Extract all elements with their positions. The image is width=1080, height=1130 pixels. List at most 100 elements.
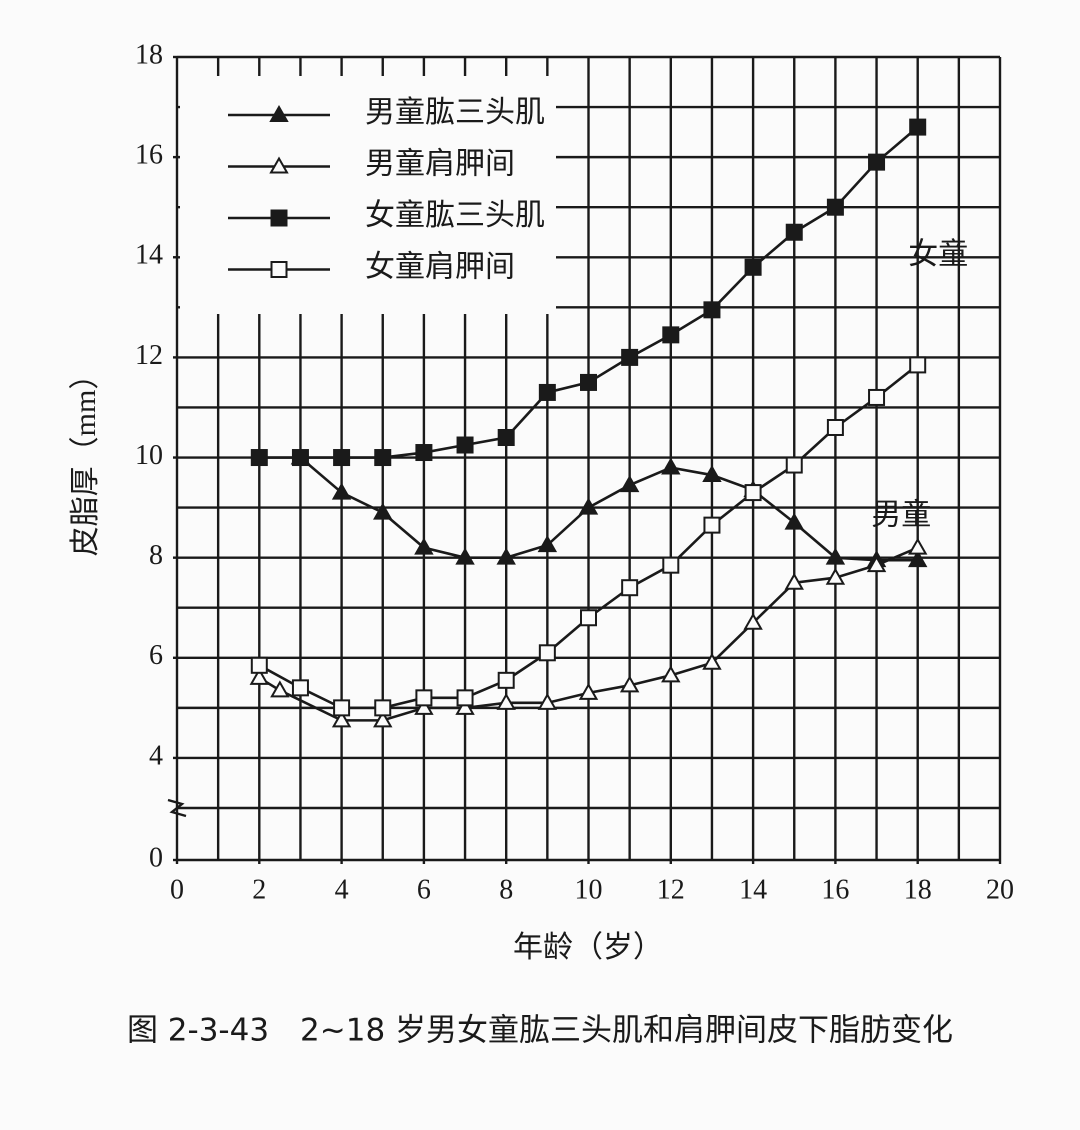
marker: [785, 223, 803, 241]
marker: [868, 153, 886, 171]
marker: [868, 388, 886, 406]
legend-label: 男童肩胛间: [365, 147, 515, 180]
marker: [538, 644, 556, 662]
marker: [907, 550, 928, 568]
marker: [825, 547, 846, 565]
y-tick-label: 10: [135, 440, 163, 471]
axis-break: [167, 798, 187, 818]
marker: [373, 502, 393, 520]
marker: [785, 456, 803, 474]
marker: [621, 579, 639, 597]
marker: [784, 572, 804, 590]
x-tick-label: 12: [657, 874, 685, 905]
marker: [496, 692, 516, 710]
marker: [907, 537, 928, 555]
marker: [909, 118, 927, 136]
marker: [415, 689, 433, 707]
marker: [826, 418, 844, 436]
marker: [291, 449, 309, 467]
marker: [621, 348, 639, 366]
x-tick-label: 18: [904, 874, 932, 905]
marker: [456, 436, 474, 454]
marker: [662, 326, 680, 344]
x-tick-label: 8: [499, 874, 513, 905]
marker: [291, 679, 309, 697]
y-tick-label: 14: [135, 240, 163, 271]
legend-label: 女童肩胛间: [365, 250, 515, 283]
marker: [825, 567, 846, 585]
y-tick-label: 4: [149, 740, 163, 771]
marker: [784, 512, 804, 530]
chart-title: 图 2-3-43 2~18 岁男女童肱三头肌和肩胛间皮下脂肪变化: [127, 1013, 953, 1049]
y-axis-label: 皮脂厚（mm）: [69, 360, 102, 557]
x-tick-label: 2: [252, 874, 266, 905]
marker: [662, 556, 680, 574]
legend-label: 女童肱三头肌: [365, 199, 545, 232]
y-tick-label: 6: [149, 640, 163, 671]
marker: [414, 697, 434, 715]
y-tick-label: 18: [135, 39, 163, 70]
marker: [661, 665, 681, 683]
annotation: 男童: [871, 499, 931, 532]
marker: [619, 675, 640, 693]
x-tick-label: 6: [417, 874, 431, 905]
marker: [537, 535, 558, 553]
marker: [703, 301, 721, 319]
x-axis-label: 年龄（岁）: [513, 931, 663, 964]
x-tick-label: 0: [170, 874, 184, 905]
marker: [455, 697, 475, 715]
marker: [826, 198, 844, 216]
legend-marker: [270, 261, 288, 278]
marker: [331, 710, 352, 728]
marker: [497, 429, 515, 447]
marker: [703, 516, 721, 534]
x-tick-label: 16: [821, 874, 849, 905]
y-tick-label: 16: [135, 140, 163, 171]
marker: [455, 547, 475, 565]
x-tick-label: 14: [739, 874, 767, 905]
x-tick-label: 4: [335, 874, 349, 905]
y-tick-label: 0: [149, 842, 163, 873]
legend-marker: [269, 104, 289, 122]
marker: [374, 699, 392, 717]
marker: [497, 671, 515, 689]
marker: [580, 609, 597, 627]
marker: [496, 547, 516, 565]
marker: [270, 680, 290, 698]
annotation: 女童: [908, 238, 968, 271]
marker: [415, 444, 433, 462]
legend-marker: [269, 156, 289, 174]
marker: [249, 667, 270, 685]
marker: [414, 537, 434, 555]
legend-label: 男童肱三头肌: [365, 96, 545, 129]
marker: [250, 449, 268, 467]
marker: [744, 258, 762, 276]
marker: [578, 682, 599, 700]
y-tick-label: 8: [149, 540, 163, 571]
marker: [866, 555, 887, 573]
marker: [661, 457, 681, 475]
marker: [374, 449, 392, 467]
legend-marker: [270, 209, 288, 227]
marker: [909, 356, 927, 374]
marker: [619, 475, 640, 493]
marker: [537, 692, 558, 710]
x-tick-label: 10: [575, 874, 603, 905]
x-tick-label: 20: [986, 874, 1014, 905]
marker: [333, 449, 351, 467]
marker: [373, 710, 393, 728]
marker: [333, 699, 351, 717]
marker: [580, 373, 597, 391]
y-tick-label: 12: [135, 340, 163, 371]
marker: [331, 482, 352, 500]
marker: [578, 497, 599, 515]
marker: [702, 652, 722, 670]
marker: [250, 656, 268, 674]
series-line: [299, 456, 918, 562]
marker: [538, 383, 556, 401]
marker: [702, 465, 722, 483]
marker: [743, 612, 763, 630]
marker: [456, 689, 474, 707]
marker: [744, 484, 762, 502]
